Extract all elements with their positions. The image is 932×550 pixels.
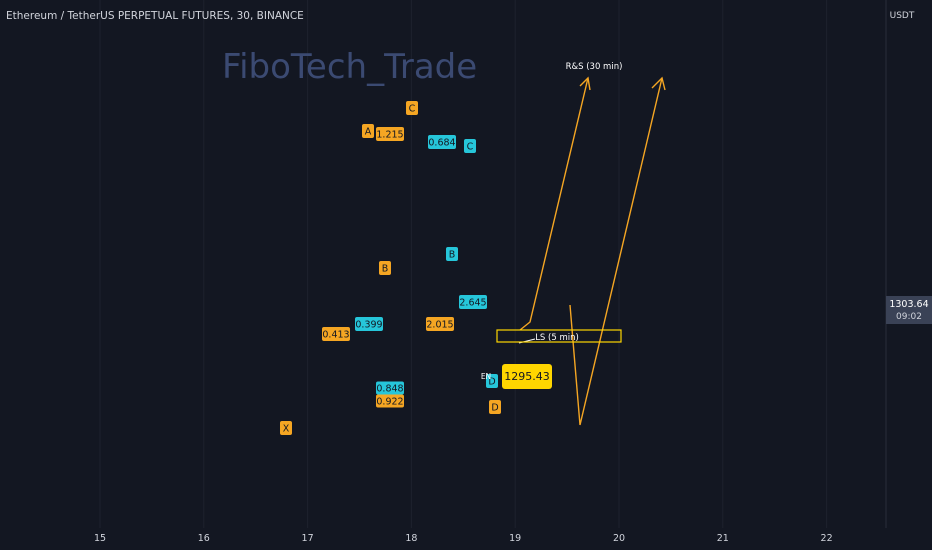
svg-text:0.684: 0.684 — [428, 138, 455, 149]
x-tick-label: 21 — [717, 533, 729, 544]
ratio-label: 0.848 — [376, 381, 404, 395]
countdown-value: 09:02 — [896, 312, 922, 322]
ratio-label: 2.645 — [459, 295, 487, 309]
entry-price-tag: 1295.43 — [502, 364, 552, 389]
price-axis[interactable] — [886, 0, 932, 550]
svg-text:C: C — [467, 142, 474, 153]
projection-arrows — [518, 76, 666, 426]
x-tick-label: 18 — [405, 533, 417, 544]
ratio-label: 1.215 — [376, 127, 404, 141]
svg-text:2.645: 2.645 — [459, 298, 486, 309]
x-tick-label: 17 — [302, 533, 314, 544]
watermark-text: FiboTech_Trade — [222, 47, 477, 87]
point-a-label: A — [362, 124, 374, 138]
point-x-label: X — [280, 421, 292, 435]
pattern-labels: X A B C B C D D 1.215 0.684 0.413 0.399 2.015 2.645 0.… — [280, 62, 622, 435]
svg-text:0.413: 0.413 — [322, 330, 349, 341]
svg-text:A: A — [365, 127, 372, 138]
svg-text:D: D — [488, 377, 495, 388]
svg-text:LS (5 min): LS (5 min) — [535, 333, 579, 343]
svg-text:0.848: 0.848 — [376, 384, 403, 395]
entry-short-label: EN — [481, 372, 491, 381]
grid — [99, 0, 828, 528]
x-tick-label: 19 — [509, 533, 521, 544]
currency-label: USDT — [890, 11, 915, 21]
svg-text:2.015: 2.015 — [426, 320, 453, 331]
point-b2-label: B — [446, 247, 458, 261]
projection-path — [569, 77, 663, 426]
ratio-label: 0.399 — [355, 317, 383, 331]
point-c-label: C — [406, 101, 418, 115]
ratio-label: 0.684 — [428, 135, 456, 149]
svg-text:B: B — [449, 250, 456, 261]
svg-text:1.215: 1.215 — [376, 130, 403, 141]
ratio-label: 0.413 — [322, 327, 350, 341]
svg-text:0.399: 0.399 — [355, 320, 382, 331]
time-axis[interactable] — [0, 528, 886, 550]
x-tick-label: 22 — [821, 533, 833, 544]
point-d2-label: D — [486, 374, 498, 388]
arrow-head — [651, 76, 666, 91]
svg-text:X: X — [283, 424, 290, 435]
svg-text:D: D — [491, 403, 498, 414]
ls-box: LS (5 min) — [496, 329, 622, 343]
svg-text:B: B — [382, 264, 389, 275]
time-axis-ticks: 15 16 17 18 19 20 21 22 — [94, 533, 833, 544]
projection-path — [519, 77, 589, 331]
ratio-label: 2.015 — [426, 317, 454, 331]
x-tick-label: 20 — [613, 533, 625, 544]
chart-title: Ethereum / TetherUS PERPETUAL FUTURES, 3… — [6, 10, 304, 22]
ratio-label: 0.922 — [376, 394, 404, 408]
x-tick-label: 16 — [198, 533, 210, 544]
x-tick-label: 15 — [94, 533, 106, 544]
arrow-head — [579, 76, 591, 91]
current-price-value: 1303.64 — [889, 299, 928, 310]
svg-text:1295.43: 1295.43 — [504, 370, 550, 383]
svg-text:0.922: 0.922 — [376, 397, 403, 408]
svg-text:C: C — [409, 104, 416, 115]
rs-label: R&S (30 min) — [566, 62, 623, 72]
point-b-label: B — [379, 261, 391, 275]
point-d-label: D — [489, 400, 501, 414]
point-c2-label: C — [464, 139, 476, 153]
current-price-tag: 1303.64 09:02 — [886, 296, 932, 324]
